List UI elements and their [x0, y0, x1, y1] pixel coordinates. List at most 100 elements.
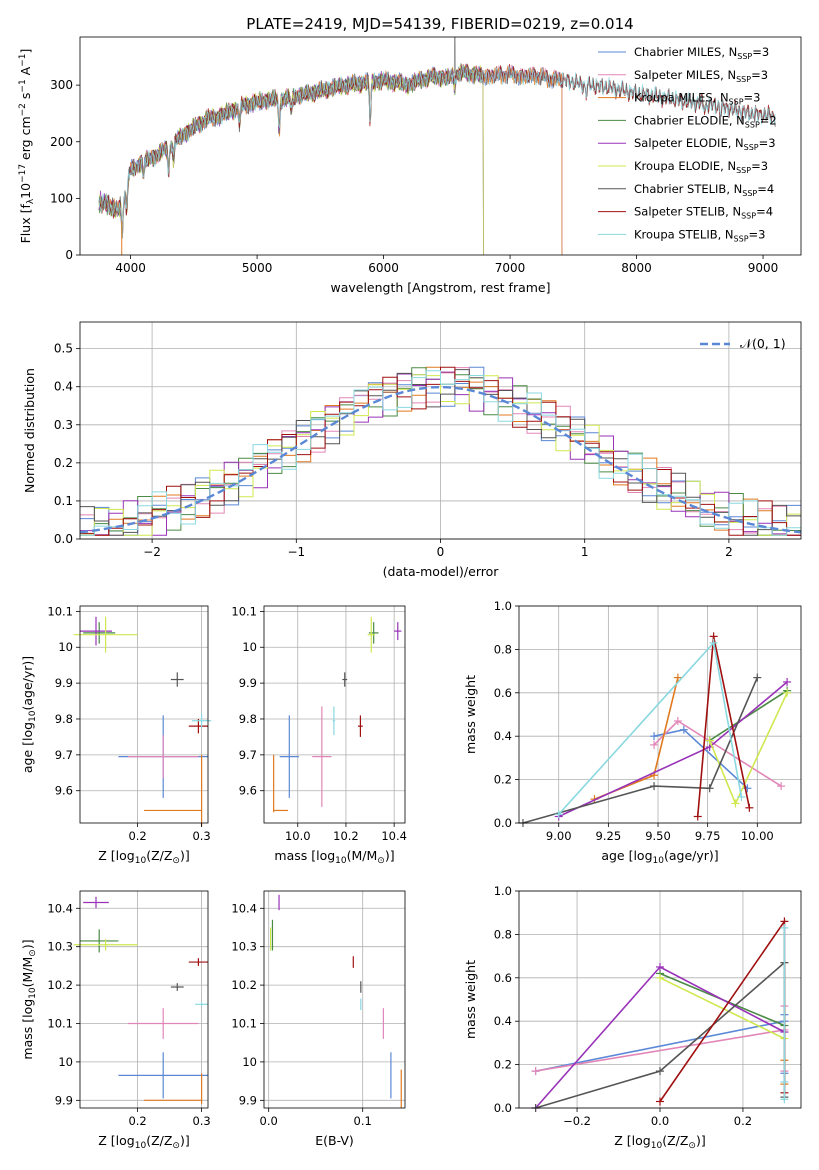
- x-tick-label: 10.2: [333, 829, 359, 843]
- legend-label: 𝒩(0, 1): [740, 336, 786, 351]
- legend-label: Salpeter MILES, NSSP=3: [634, 68, 768, 84]
- y-tick-label: 9.7: [239, 748, 257, 762]
- x-tick-label: 6000: [368, 261, 399, 275]
- x-axis-label: Z [log10(Z/Z⊙)]: [98, 1133, 189, 1151]
- x-axis-label: Z [log10(Z/Z⊙)]: [98, 848, 189, 866]
- plot-area: [73, 616, 212, 827]
- y-tick-label: 10.3: [231, 940, 257, 954]
- y-tick-label: 10.2: [47, 978, 73, 992]
- x-tick-label: 0.2: [128, 829, 146, 843]
- emission-spike: [453, 37, 455, 74]
- x-tick-label: 7000: [495, 261, 526, 275]
- figure-title: PLATE=2419, MJD=54139, FIBERID=0219, z=0…: [246, 15, 633, 33]
- y-tick-label: 0.5: [54, 342, 73, 356]
- spectrum-line-kroupa_stelib: [98, 65, 776, 239]
- x-tick-label: 5000: [242, 261, 273, 275]
- y-tick-label: 0.0: [54, 532, 73, 546]
- y-tick-label: 0.4: [54, 380, 73, 394]
- x-tick-label: 4000: [115, 261, 146, 275]
- x-tick-label: 9.50: [645, 829, 671, 843]
- y-tick-label: 10.4: [47, 901, 73, 915]
- legend-label: Chabrier STELIB, NSSP=4: [634, 182, 774, 198]
- emission-spike: [454, 37, 456, 74]
- y-tick-label: 10.1: [47, 604, 73, 618]
- y-tick-label: 10.1: [231, 604, 257, 618]
- y-tick-label: 9.8: [55, 712, 73, 726]
- panel-weight_vs_z: −0.2 0.0 0.2 0.0 0.2 0.4 0.6 0.8 1.0 Z [log10(Z/Z…: [463, 884, 802, 1151]
- gaussian-curve: [80, 385, 801, 534]
- legend: Chabrier MILES, NSSP=3 Salpeter MILES, NS…: [598, 45, 777, 243]
- x-tick-label: 1: [581, 545, 589, 559]
- x-axis-label: Z [log10(Z/Z⊙)]: [614, 1133, 705, 1151]
- y-axis-label-rich: age [log10(age/yr)]: [20, 656, 38, 773]
- axes-frame: [79, 36, 802, 256]
- y-tick-label: 0.2: [54, 456, 73, 470]
- x-tick-label: 9.25: [596, 829, 622, 843]
- x-tick-label: 9.75: [695, 829, 721, 843]
- x-tick-label: 0.3: [192, 829, 210, 843]
- y-tick-label: 10: [242, 640, 257, 654]
- weight-line-salpeter_miles: [653, 719, 782, 787]
- y-tick-label: 10: [242, 1055, 257, 1069]
- plot-area: [98, 37, 776, 255]
- legend-label: Salpeter ELODIE, NSSP=3: [634, 136, 776, 152]
- y-tick-label: 9.6: [55, 784, 73, 798]
- weight-line-salpeter_elodie: [558, 681, 788, 818]
- x-axis-label: mass [log10(M/M⊙)]: [274, 848, 394, 866]
- panel-residuals: −2 −1 0 1 2 0.0 0.1 0.2 0.3 0.4 0.5 (data-model)/er…: [22, 321, 802, 579]
- y-tick-label: 10.4: [231, 901, 257, 915]
- x-tick-label: 0.2: [734, 1114, 752, 1128]
- y-tick-label: 0.6: [494, 686, 512, 700]
- y-tick-label: 0.0: [494, 1101, 512, 1115]
- weight-line-chabrier_elodie: [709, 689, 788, 742]
- y-tick-label: 300: [50, 78, 73, 92]
- y-tick-label: 10.1: [231, 1017, 257, 1031]
- spectrum-line-chabrier_miles: [98, 63, 563, 255]
- y-tick-label: 9.6: [239, 784, 257, 798]
- axes-frame: [518, 605, 802, 824]
- x-tick-label: 0.0: [651, 1114, 669, 1128]
- legend-label: Chabrier MILES, NSSP=3: [634, 45, 769, 61]
- axes-frame: [79, 321, 802, 540]
- y-tick-label: 200: [50, 135, 73, 149]
- x-tick-label: −1: [287, 545, 305, 559]
- y-tick-label: 0.3: [54, 418, 73, 432]
- x-tick-label: 9.00: [546, 829, 572, 843]
- y-axis-label-rich: mass [log10(M/M⊙)]: [20, 939, 38, 1059]
- weight-line-chabrier_stelib: [522, 677, 759, 824]
- x-tick-label: 0.2: [128, 1114, 146, 1128]
- y-tick-label: 0.8: [494, 642, 512, 656]
- x-tick-label: 0: [437, 545, 445, 559]
- weight-line-salpeter_stelib: [659, 918, 786, 1102]
- y-tick-label: 0.8: [494, 927, 512, 941]
- x-axis-label: (data-model)/error: [383, 564, 500, 579]
- y-tick-label: 0.1: [54, 494, 73, 508]
- y-tick-label: 9.7: [55, 748, 73, 762]
- x-tick-label: 10.00: [741, 829, 774, 843]
- y-tick-label: 9.9: [55, 1093, 73, 1107]
- x-tick-label: 10.4: [381, 829, 407, 843]
- y-tick-label: 10: [58, 1055, 73, 1069]
- x-tick-label: 0.0: [260, 1114, 278, 1128]
- y-tick-label: 9.9: [239, 1093, 257, 1107]
- axes-frame: [263, 605, 406, 824]
- y-tick-label: 0.0: [494, 816, 512, 830]
- panel-mass_vs_z: 0.2 0.3 9.9 10 10.1 10.2 10.3 10.4 Z [log10(Z/Z⊙…: [47, 890, 211, 1151]
- y-tick-label: 0.4: [494, 1014, 512, 1028]
- x-axis-label: wavelength [Angstrom, rest frame]: [330, 280, 550, 295]
- x-tick-label: 8000: [621, 261, 652, 275]
- y-tick-label: 0.6: [494, 971, 512, 985]
- histogram-chabrier_stelib: [80, 369, 801, 536]
- y-axis-label: Flux [fλ10−17 erg cm−2 s−1 A−1]: [18, 49, 36, 244]
- legend-label: Kroupa STELIB, NSSP=3: [634, 227, 765, 243]
- x-axis-label: age [log10(age/yr)]: [601, 848, 718, 866]
- plot-area: [80, 366, 801, 536]
- y-tick-label: 1.0: [494, 884, 512, 898]
- x-tick-label: 9000: [748, 261, 779, 275]
- axes-frame: [79, 605, 209, 824]
- panel-mass_vs_ebv: 0.0 0.1 9.9 10 10.1 10.2 10.3 10.4 E(B-V): [231, 890, 406, 1148]
- axes-frame: [263, 890, 406, 1109]
- legend-label: Kroupa ELODIE, NSSP=3: [634, 159, 768, 175]
- panel-spectrum: 4000 5000 6000 7000 8000 9000 0 100 200 300 wavele…: [18, 36, 802, 295]
- y-tick-label: 10.3: [47, 940, 73, 954]
